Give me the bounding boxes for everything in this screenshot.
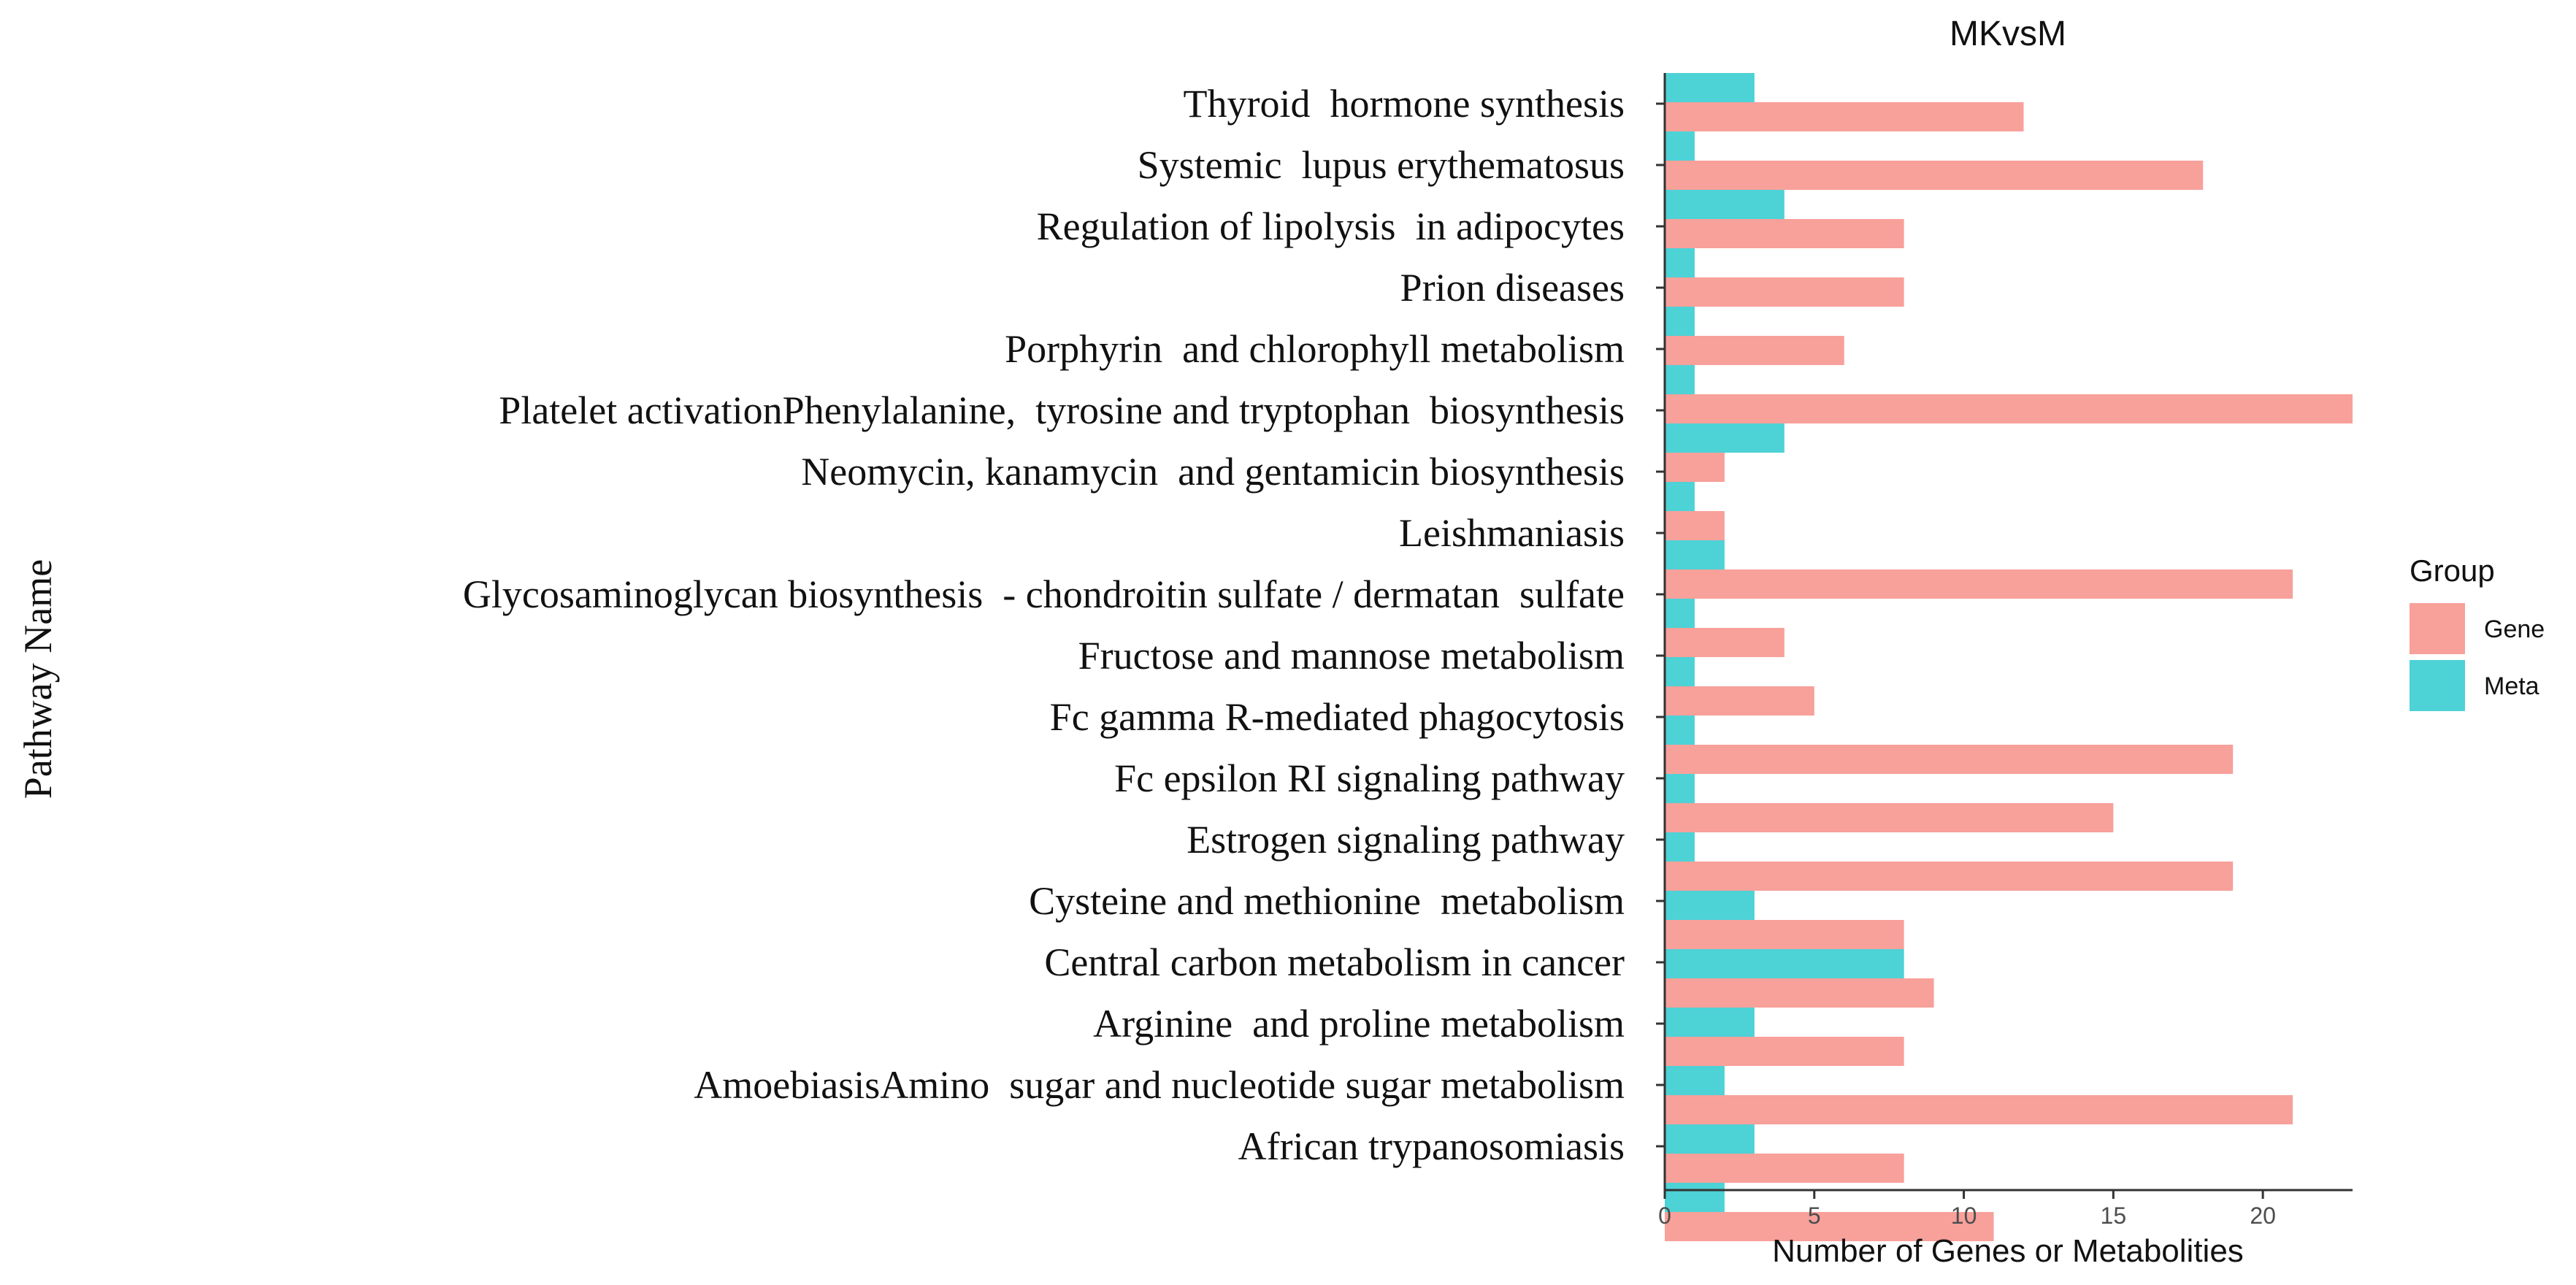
pathway-label-group: Thyroid hormone synthesis Systemic lupus … <box>463 82 1665 1168</box>
pathway-label-estrogen-signaling-pathway: Estrogen signaling pathway <box>1187 818 1625 862</box>
legend-title: Group <box>2410 553 2495 588</box>
x-axis-ticks: 0 5 10 15 20 <box>1658 1190 2276 1229</box>
pathway-label-porphyrin-and-chlorophyll-metabolism: Porphyrin and chlorophyll metabolism <box>1005 327 1625 371</box>
pathway-label-regulation-of-lipolysis-in-adipocytes: Regulation of lipolysis in adipocytes <box>1037 204 1625 248</box>
pathway-label-systemic-lupus-erythematosus: Systemic lupus erythematosus <box>1138 143 1625 187</box>
pathway-label-african-trypanosomiasis: African trypanosomiasis <box>1238 1124 1625 1168</box>
bar-meta-11 <box>1665 365 1695 394</box>
pathway-label-fc-epsilon-ri-signaling-pathway: Fc epsilon RI signaling pathway <box>1114 756 1625 800</box>
bar-gene-18 <box>1665 569 2293 599</box>
x-tick-label-0: 0 <box>1658 1202 1671 1229</box>
bar-meta-15 <box>1665 482 1695 511</box>
bar-meta-5 <box>1665 190 1785 219</box>
legend-swatch-meta <box>2410 660 2465 711</box>
bar-meta-23 <box>1665 716 1695 745</box>
pathway-label-arginine-and-proline-metabolism: Arginine and proline metabolism <box>1093 1002 1625 1046</box>
legend-label-meta: Meta <box>2484 672 2539 700</box>
pathway-label-glycosaminoglycan-biosynthesis-chondroitin-sulfate-dermatan-sulfate: Glycosaminoglycan biosynthesis - chondro… <box>463 572 1625 616</box>
bar-meta-1 <box>1665 73 1755 102</box>
bar-gene-28 <box>1665 862 2234 891</box>
pathway-label-fc-gamma-r-mediated-phagocytosis: Fc gamma R-mediated phagocytosis <box>1050 695 1625 739</box>
bar-gene-26 <box>1665 803 2114 832</box>
bar-meta-31 <box>1665 949 1904 978</box>
bar-gene-32 <box>1665 978 1934 1008</box>
bar-gene-8 <box>1665 277 1904 307</box>
pathway-label-central-carbon-metabolism-in-cancer: Central carbon metabolism in cancer <box>1044 940 1625 984</box>
x-axis-label: Number of Genes or Metabolities <box>1772 1233 2244 1269</box>
x-tick-label-20: 20 <box>2250 1202 2276 1229</box>
legend: Group Gene Meta <box>2410 553 2545 711</box>
legend-swatch-gene <box>2410 603 2465 654</box>
bar-meta-25 <box>1665 774 1695 803</box>
bar-gene-12 <box>1665 394 2353 423</box>
bar-meta-19 <box>1665 599 1695 628</box>
legend-label-gene: Gene <box>2484 615 2545 643</box>
bar-gene-6 <box>1665 219 1904 248</box>
bar-gene-24 <box>1665 745 2234 774</box>
bar-meta-39 <box>1665 1183 1725 1212</box>
bar-meta-37 <box>1665 1124 1755 1154</box>
bar-gene-20 <box>1665 628 1785 657</box>
bar-gene-14 <box>1665 453 1725 482</box>
bar-group <box>1665 73 2353 1241</box>
pathway-label-platelet-activationphenylalanine-tyrosine-and-tryptophan-biosynthesis: Platelet activationPhenylalanine, tyrosi… <box>499 388 1625 432</box>
bar-meta-9 <box>1665 307 1695 336</box>
bar-gene-40 <box>1665 1212 1994 1241</box>
bar-meta-33 <box>1665 1008 1755 1037</box>
bar-gene-2 <box>1665 102 2024 131</box>
bar-gene-16 <box>1665 511 1725 540</box>
pathway-label-neomycin-kanamycin-and-gentamicin-biosynthesis: Neomycin, kanamycin and gentamicin biosy… <box>801 450 1625 494</box>
pathway-label-leishmaniasis: Leishmaniasis <box>1399 511 1625 555</box>
bar-gene-34 <box>1665 1037 1904 1066</box>
x-tick-label-10: 10 <box>1951 1202 1977 1229</box>
bar-meta-17 <box>1665 540 1725 569</box>
bar-gene-38 <box>1665 1154 1904 1183</box>
bar-meta-13 <box>1665 423 1785 453</box>
bar-meta-27 <box>1665 832 1695 862</box>
pathway-label-cysteine-and-methionine-metabolism: Cysteine and methionine metabolism <box>1029 879 1625 923</box>
pathway-label-amoebiasisamino-sugar-and-nucleotide-sugar-metabolism: AmoebiasisAmino sugar and nucleotide sug… <box>694 1063 1625 1107</box>
bar-meta-3 <box>1665 131 1695 161</box>
bar-meta-35 <box>1665 1066 1725 1095</box>
y-axis-label: Pathway Name <box>16 559 60 799</box>
x-tick-label-15: 15 <box>2101 1202 2127 1229</box>
pathway-label-thyroid-hormone-synthesis: Thyroid hormone synthesis <box>1184 82 1625 126</box>
pathway-label-fructose-and-mannose-metabolism: Fructose and mannose metabolism <box>1078 634 1625 678</box>
bar-gene-22 <box>1665 686 1814 716</box>
chart-title: MKvsM <box>1950 15 2066 53</box>
bar-meta-21 <box>1665 657 1695 686</box>
bar-gene-4 <box>1665 161 2204 190</box>
x-tick-label-5: 5 <box>1808 1202 1821 1229</box>
bar-gene-30 <box>1665 920 1904 949</box>
bar-gene-36 <box>1665 1095 2293 1124</box>
pathway-label-prion-diseases: Prion diseases <box>1400 266 1625 310</box>
bar-meta-7 <box>1665 248 1695 277</box>
bar-meta-29 <box>1665 891 1755 920</box>
bar-gene-10 <box>1665 336 1844 365</box>
